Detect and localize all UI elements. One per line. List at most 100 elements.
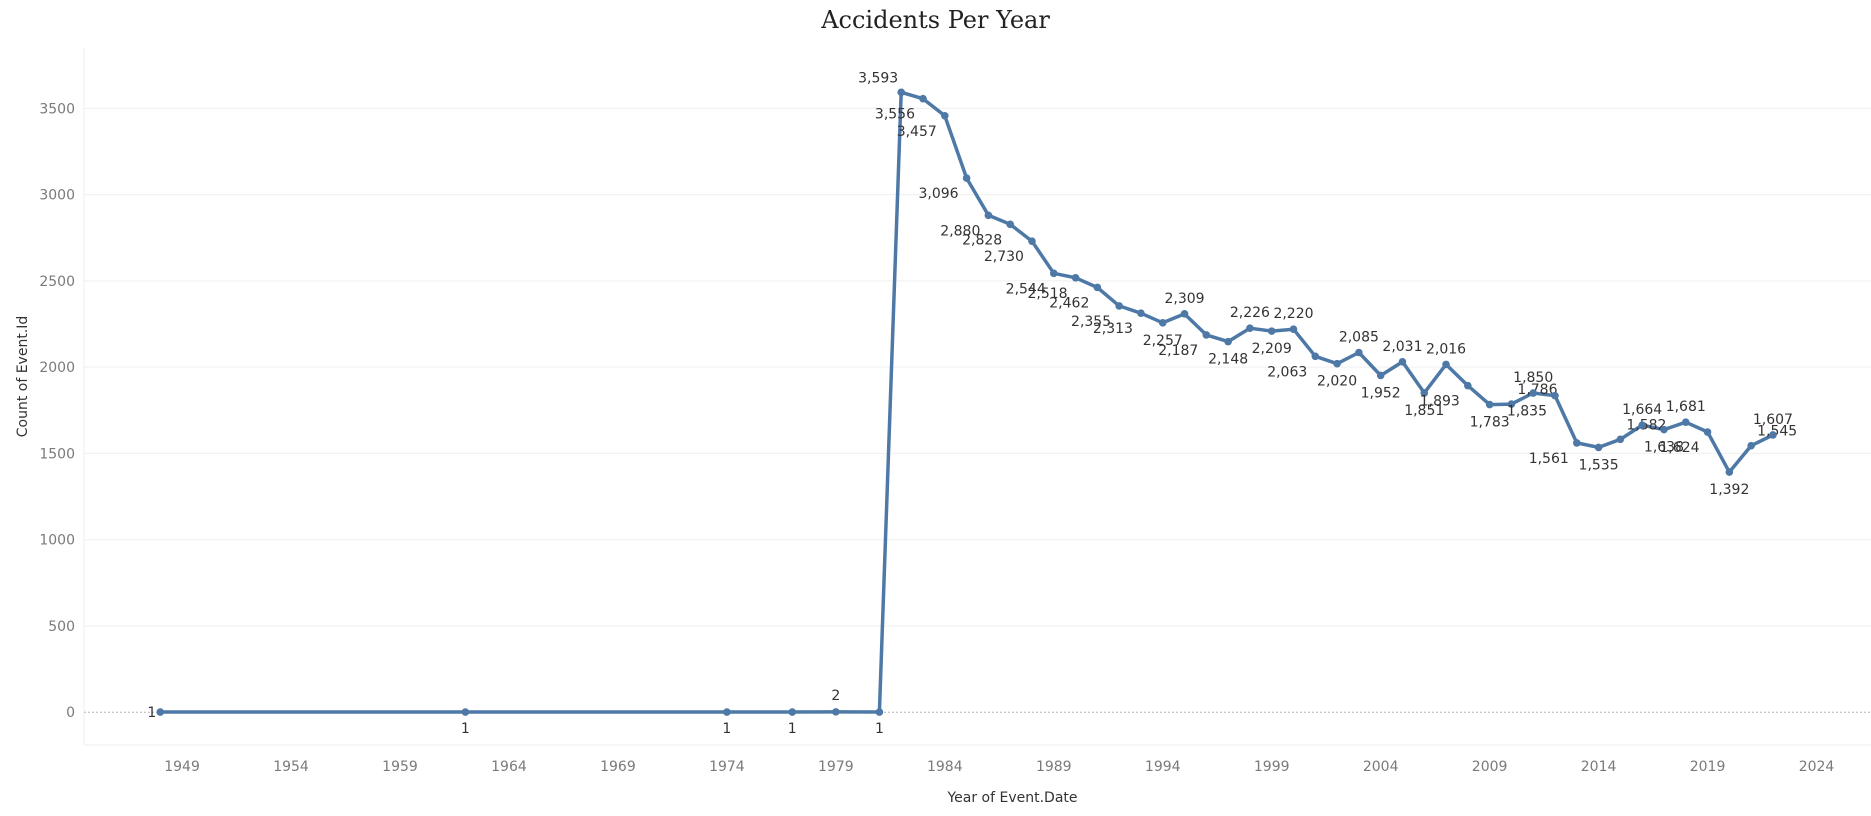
data-point <box>1180 310 1189 318</box>
data-label: 1,582 <box>1626 417 1666 433</box>
y-tick-label: 1000 <box>39 533 75 549</box>
data-label: 2,313 <box>1093 321 1133 337</box>
data-label: 1,851 <box>1404 403 1444 419</box>
data-point <box>1006 220 1014 229</box>
data-point <box>1616 435 1625 444</box>
data-label: 1,392 <box>1709 482 1749 498</box>
data-label: 3,096 <box>919 186 959 202</box>
data-point <box>1725 468 1734 476</box>
data-point <box>919 94 927 103</box>
data-label: 2,730 <box>984 249 1024 265</box>
y-tick-label: 1500 <box>39 446 75 462</box>
data-label: 1,561 <box>1529 451 1569 467</box>
data-label: 1 <box>147 705 156 721</box>
data-point <box>1398 358 1407 366</box>
data-label: 1,535 <box>1579 457 1619 473</box>
x-tick-label: 1999 <box>1254 759 1290 775</box>
data-label: 1,893 <box>1420 394 1460 410</box>
data-label: 1,783 <box>1470 415 1510 431</box>
x-tick-label: 1984 <box>927 759 963 775</box>
data-label: 2,309 <box>1164 291 1204 307</box>
data-label: 1,850 <box>1513 370 1553 386</box>
y-axis-title: Count of Event.Id <box>15 316 31 438</box>
data-point <box>962 174 971 182</box>
data-label: 3,593 <box>858 70 898 86</box>
y-tick-label: 500 <box>48 619 75 635</box>
x-tick-label: 1959 <box>382 759 418 775</box>
data-label: 2,063 <box>1267 364 1307 380</box>
data-point <box>1137 309 1145 317</box>
data-label: 1 <box>788 721 797 737</box>
data-label: 1,681 <box>1666 399 1706 415</box>
y-tick-label: 2500 <box>39 274 75 290</box>
data-point <box>1355 348 1363 357</box>
data-label: 3,556 <box>875 107 915 123</box>
data-label: 1,835 <box>1507 404 1547 420</box>
data-point <box>1747 441 1755 450</box>
data-label: 2,257 <box>1143 333 1183 349</box>
data-point <box>832 708 840 716</box>
data-point <box>1594 443 1603 452</box>
data-point <box>897 88 906 97</box>
data-point <box>1224 337 1232 346</box>
data-point <box>1420 389 1429 397</box>
data-point <box>723 708 731 716</box>
data-label: 2,462 <box>1049 295 1089 311</box>
data-label: 2,544 <box>1006 281 1046 297</box>
x-tick-label: 1989 <box>1036 759 1072 775</box>
data-label: 1 <box>722 721 731 737</box>
data-point <box>1202 331 1211 339</box>
data-point <box>1703 428 1712 436</box>
data-label: 2,148 <box>1208 352 1248 368</box>
data-label: 2,226 <box>1230 305 1270 321</box>
data-point <box>1769 431 1777 439</box>
x-tick-label: 2004 <box>1363 759 1399 775</box>
data-point <box>1267 327 1276 335</box>
data-label: 1 <box>461 721 470 737</box>
data-point <box>1071 274 1080 282</box>
data-point <box>941 112 949 120</box>
data-point <box>1158 319 1167 327</box>
data-point <box>156 708 165 716</box>
data-label: 3,457 <box>897 124 937 140</box>
data-label: 2,220 <box>1273 306 1313 322</box>
data-label: 1,664 <box>1622 402 1662 418</box>
data-point <box>1464 381 1472 390</box>
y-tick-label: 2000 <box>39 360 75 376</box>
data-label: 1,786 <box>1517 382 1557 398</box>
data-label: 2,880 <box>940 223 980 239</box>
data-label: 1,638 <box>1644 440 1684 456</box>
data-point <box>1572 439 1581 447</box>
data-label: 1 <box>875 721 884 737</box>
data-point <box>1529 389 1538 397</box>
data-point <box>1289 325 1298 334</box>
x-tick-label: 2014 <box>1581 759 1617 775</box>
chart-title: Accidents Per Year <box>821 6 1050 34</box>
data-label: 2,209 <box>1252 341 1292 357</box>
data-point <box>1115 302 1123 310</box>
x-tick-label: 1974 <box>709 759 745 775</box>
data-label: 2,187 <box>1158 343 1198 359</box>
data-label: 1,624 <box>1659 440 1699 456</box>
y-tick-label: 0 <box>66 705 75 721</box>
x-tick-label: 1979 <box>818 759 854 775</box>
x-tick-label: 1969 <box>600 759 636 775</box>
data-point <box>1485 400 1494 409</box>
data-label: 2,031 <box>1382 339 1422 355</box>
y-tick-label: 3500 <box>39 101 75 117</box>
data-label: 2 <box>831 688 840 704</box>
data-label: 2,355 <box>1071 314 1111 330</box>
x-tick-label: 2009 <box>1472 759 1508 775</box>
data-point <box>1311 352 1320 361</box>
data-label: 2,016 <box>1426 341 1466 357</box>
x-tick-label: 2019 <box>1690 759 1726 775</box>
series-line <box>158 90 1775 714</box>
data-point <box>461 708 470 716</box>
x-tick-label: 1994 <box>1145 759 1181 775</box>
data-point <box>1507 400 1516 408</box>
data-point <box>1681 418 1690 427</box>
data-point <box>875 708 884 716</box>
x-tick-label: 1949 <box>164 759 200 775</box>
data-point <box>1638 421 1646 429</box>
